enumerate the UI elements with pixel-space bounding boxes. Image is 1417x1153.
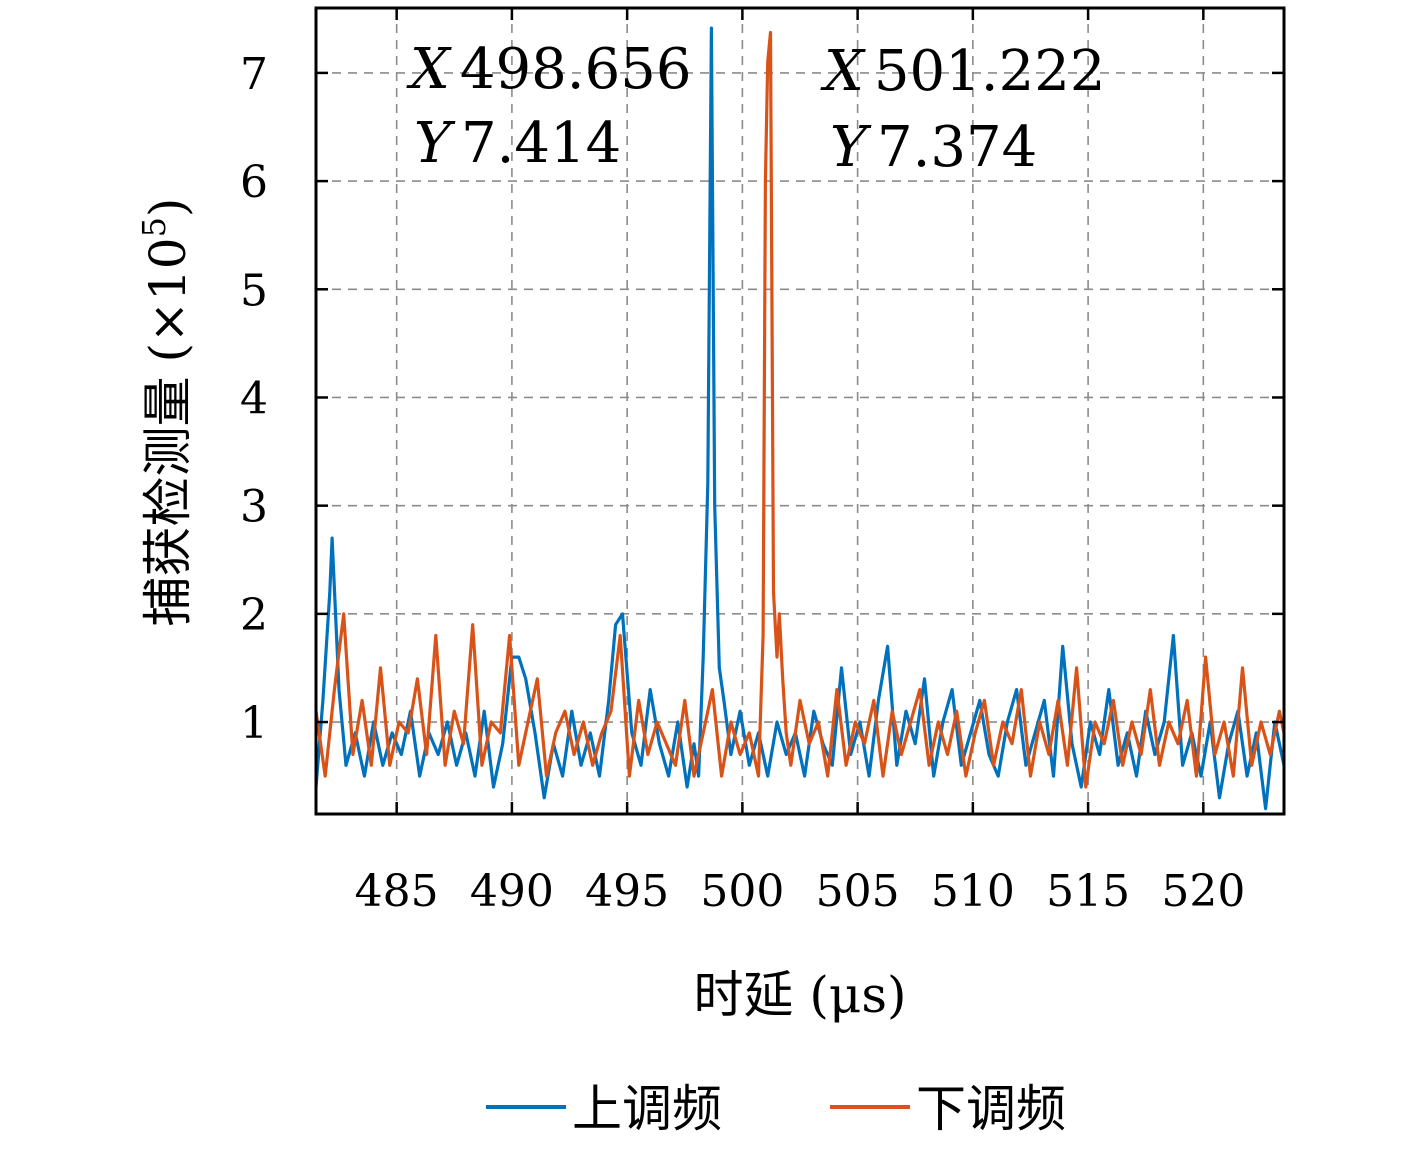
y-tick-label: 3 [240,482,268,533]
grid [316,8,1284,814]
annotation-blue-peak: X 498.656 Y 7.414 [406,37,691,176]
legend-label-up-chirp: 上调频 [572,1080,722,1138]
annotation-2-y: Y 7.374 [830,115,1037,180]
annotation-orange-peak: X 501.222 Y 7.374 [820,39,1105,180]
annotation-1-y: Y 7.414 [414,111,621,176]
axes [314,6,1286,816]
y-axis-title-close: ) [139,198,197,218]
x-tick-label: 510 [931,866,1015,917]
x-axis-title: 时延 (μs) [693,966,906,1024]
x-tick-label: 485 [355,866,439,917]
plot-frame [314,6,1286,816]
series-line-down-chirp [314,30,1286,789]
legend: 上调频 下调频 [486,1080,1066,1138]
y-axis-title-exp: 5 [135,217,173,237]
y-tick-label: 6 [240,157,268,208]
y-axis-title: 捕获检测量 (×105) [135,198,197,627]
y-tick-label: 2 [240,590,268,641]
y-tick-label: 5 [240,265,268,316]
x-tick-label: 490 [470,866,554,917]
legend-label-down-chirp: 下调频 [916,1080,1066,1138]
x-tick-label: 500 [700,866,784,917]
y-axis-title-main: 捕获检测量 [139,376,197,626]
y-tick-label: 4 [240,373,268,424]
y-tick-label: 7 [240,49,268,100]
annotation-1-x: X 498.656 [406,37,691,102]
y-tick-label: 1 [240,698,268,749]
y-axis-title-unit: (×10 [139,237,197,362]
x-tick-label: 495 [585,866,669,917]
annotation-2-x: X 501.222 [820,39,1105,104]
x-tick-label: 520 [1161,866,1245,917]
ticks: 485 490 495 500 505 510 515 520 1 2 3 4 5 6 7 [240,8,1284,917]
series-layer [314,26,1286,811]
x-tick-label: 515 [1046,866,1130,917]
x-tick-label: 505 [816,866,900,917]
